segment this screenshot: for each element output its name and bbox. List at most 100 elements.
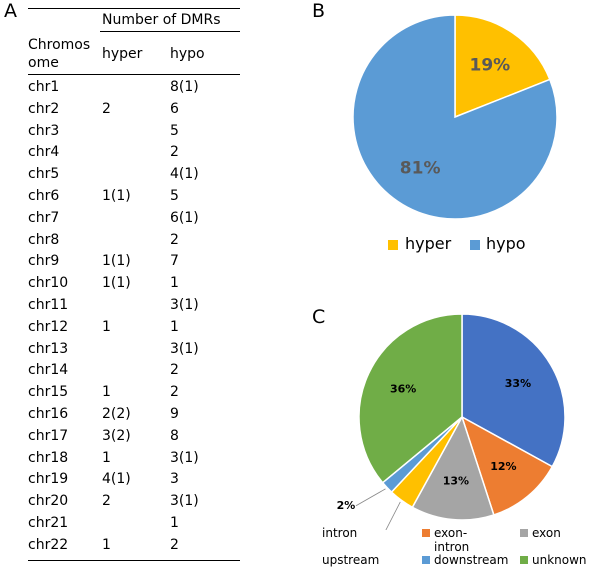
panel-label-c: C — [312, 306, 326, 328]
table-cell-chr: chr15 — [28, 384, 69, 401]
table-cell-hypo: 2 — [170, 362, 179, 379]
data-label-unknown: 36% — [390, 382, 416, 395]
leader-line-upstream — [385, 501, 401, 530]
table-cell-chr: chr3 — [28, 122, 60, 139]
table-cell-hypo: 2 — [170, 384, 179, 401]
data-label-exon: 13% — [443, 475, 469, 488]
data-label-hyper: 19% — [469, 56, 510, 76]
table-top-rule — [28, 8, 240, 9]
data-label-exon-intron: 12% — [490, 460, 516, 473]
legend-label-upstream: upstream — [322, 553, 380, 567]
table-cell-chr: chr11 — [28, 297, 69, 313]
table-cell-hypo: 3(1) — [170, 493, 199, 510]
table-header-rule — [28, 74, 240, 75]
table-cell-chr: chr9 — [28, 253, 60, 270]
table-cell-hypo: 5 — [170, 122, 179, 139]
table-cell-hyper: 1 — [102, 318, 111, 335]
table-cell-chr: chr22 — [28, 536, 69, 553]
panel-label-a: A — [4, 0, 17, 22]
legend-label-exon-intron: exon-intron — [434, 526, 470, 554]
table-cell-hypo: 8 — [170, 427, 179, 444]
legend-label-hypo: hypo — [486, 234, 526, 253]
table-cell-hypo: 3(1) — [170, 449, 199, 466]
table-cell-hyper: 1(1) — [102, 188, 131, 204]
table-cell-hypo: 3(1) — [170, 340, 199, 357]
table-cell-hyper: 1(1) — [102, 275, 131, 292]
table-cell-hypo: 2 — [170, 144, 179, 161]
table-cell-chr: chr21 — [28, 515, 69, 531]
table-cell-hypo: 1 — [170, 275, 179, 292]
pie-chart-hyper-hypo: 19% 81% — [352, 14, 558, 220]
table-cell-hypo: 3 — [170, 471, 179, 488]
table-bottom-rule — [28, 559, 240, 561]
table-cell-chr: chr12 — [28, 318, 69, 335]
table-cell-hypo: 8(1) — [170, 79, 199, 95]
table-cell-hyper: 1 — [102, 536, 111, 553]
legend-label-hyper: hyper — [405, 234, 452, 253]
pie-slice-hypo — [352, 14, 558, 220]
table-cell-chr: chr6 — [28, 188, 60, 204]
table-cell-chr: chr13 — [28, 340, 69, 357]
pie-slice-exon — [411, 415, 495, 521]
table-cell-chr: chr2 — [28, 100, 60, 117]
legend-swatch-exon — [520, 529, 528, 537]
table-group-rule — [100, 31, 240, 32]
table-cell-hypo: 2 — [170, 231, 179, 248]
legend-swatch-hyper — [388, 240, 398, 250]
legend-swatch-hypo — [470, 240, 480, 250]
table-cell-chr: chr7 — [28, 209, 60, 226]
table-cell-hypo: 9 — [170, 406, 179, 422]
table-cell-hypo: 3(1) — [170, 297, 199, 313]
header-hyper: hyper — [102, 46, 143, 62]
table-cell-hyper: 4(1) — [102, 471, 131, 488]
panel-label-b: B — [312, 0, 326, 22]
table-cell-hyper: 3(2) — [102, 427, 131, 444]
pie-slice-intron — [461, 313, 566, 468]
table-cell-chr: chr1 — [28, 79, 60, 95]
table-cell-chr: chr10 — [28, 275, 69, 292]
legend-label-intron: intron — [322, 526, 358, 540]
dmr-table: Number of DMRs Chromos ome hyper hypo ch… — [0, 0, 250, 570]
data-label-intron: 33% — [505, 377, 531, 390]
table-cell-hypo: 5 — [170, 188, 179, 204]
table-cell-chr: chr8 — [28, 231, 60, 248]
pie-chart-genomic-location: 33%12%13%4%2%36% — [337, 313, 566, 530]
table-cell-hyper: 2 — [102, 493, 111, 510]
table-cell-chr: chr4 — [28, 144, 60, 161]
legend-swatch-downstream — [422, 556, 430, 564]
data-label-hypo: 81% — [400, 158, 441, 178]
legend-swatch-unknown — [520, 556, 528, 564]
data-label-downstream: 2% — [337, 499, 356, 512]
legend-label-downstream: downstream — [434, 553, 509, 567]
table-cell-hyper: 1 — [102, 449, 111, 466]
leader-line-downstream — [355, 488, 386, 507]
table-cell-hyper: 1(1) — [102, 253, 131, 270]
table-cell-chr: chr17 — [28, 427, 69, 444]
table-cell-chr: chr14 — [28, 362, 69, 379]
pie-slice-hyper — [454, 14, 551, 119]
table-cell-chr: chr5 — [28, 166, 60, 183]
table-cell-hypo: 2 — [170, 536, 179, 553]
pie-slice-unknown — [358, 313, 463, 484]
table-cell-hyper: 2 — [102, 100, 111, 117]
table-cell-chr: chr16 — [28, 406, 69, 422]
table-cell-hyper: 2(2) — [102, 406, 131, 422]
header-chromosome-line1: Chromos — [28, 37, 91, 53]
table-cell-hypo: 6 — [170, 100, 179, 117]
pie-slice-exon-intron — [460, 415, 554, 516]
header-chromosome-line2: ome — [28, 55, 59, 71]
table-cell-hyper: 1 — [102, 384, 111, 401]
legend-swatch-exon-intron — [422, 529, 430, 537]
table-cell-hypo: 6(1) — [170, 209, 199, 226]
table-cell-chr: chr19 — [28, 471, 69, 488]
table-cell-chr: chr18 — [28, 449, 69, 466]
table-cell-hypo: 7 — [170, 253, 179, 270]
header-number-of-dmrs: Number of DMRs — [102, 12, 221, 28]
table-cell-hypo: 4(1) — [170, 166, 199, 183]
legend-label-unknown: unknown — [532, 553, 587, 567]
table-cell-hypo: 1 — [170, 515, 179, 531]
legend-label-exon: exon — [532, 526, 561, 540]
header-hypo: hypo — [170, 46, 205, 62]
table-cell-chr: chr20 — [28, 493, 69, 510]
table-cell-hypo: 1 — [170, 318, 179, 335]
